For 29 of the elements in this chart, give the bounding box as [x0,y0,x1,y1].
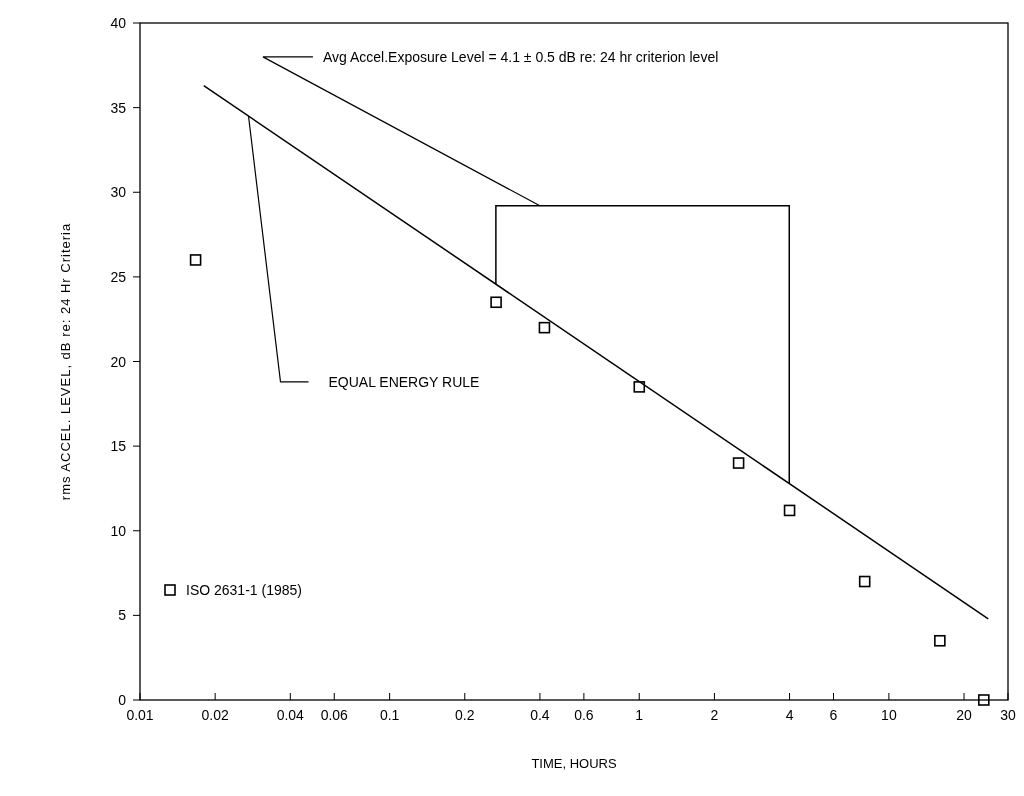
x-tick-label: 10 [881,707,897,723]
x-tick-label: 0.02 [201,707,229,723]
y-tick-label: 0 [118,692,127,708]
y-tick-label: 30 [110,184,127,201]
x-tick-label: 0.2 [455,707,475,723]
y-tick-label: 20 [110,353,127,370]
annotation: Avg Accel.Exposure Level = 4.1 ± 0.5 dB re: 24 hr criterion level [322,48,719,65]
legend-label: ISO 2631-1 (1985) [186,582,302,598]
x-axis-title: TIME, HOURS [531,756,617,771]
x-tick-label: 4 [785,707,794,723]
x-tick-label: 30 [1000,707,1016,723]
x-tick-label: 0.1 [379,707,400,723]
x-tick-label: 0.04 [276,707,305,723]
x-tick-label: 2 [710,707,719,723]
x-tick-label: 20 [956,707,973,723]
x-tick-label: 0.01 [126,707,154,723]
y-tick-label: 10 [110,522,127,539]
y-tick-label: 5 [118,607,127,624]
x-tick-label: 0.06 [320,707,349,723]
y-tick-label: 40 [110,15,127,31]
x-tick-label: 0.6 [574,707,594,723]
y-tick-label: 35 [110,99,127,116]
y-axis-title: rms ACCEL. LEVEL, dB re: 24 Hr Criteria [58,222,73,501]
x-tick-label: 1 [635,707,644,723]
x-tick-label: 0.4 [530,707,550,723]
x-tick-label: 6 [829,707,838,723]
annotation: EQUAL ENERGY RULE [328,373,480,390]
y-tick-label: 25 [110,268,127,285]
y-tick-label: 15 [110,438,127,455]
